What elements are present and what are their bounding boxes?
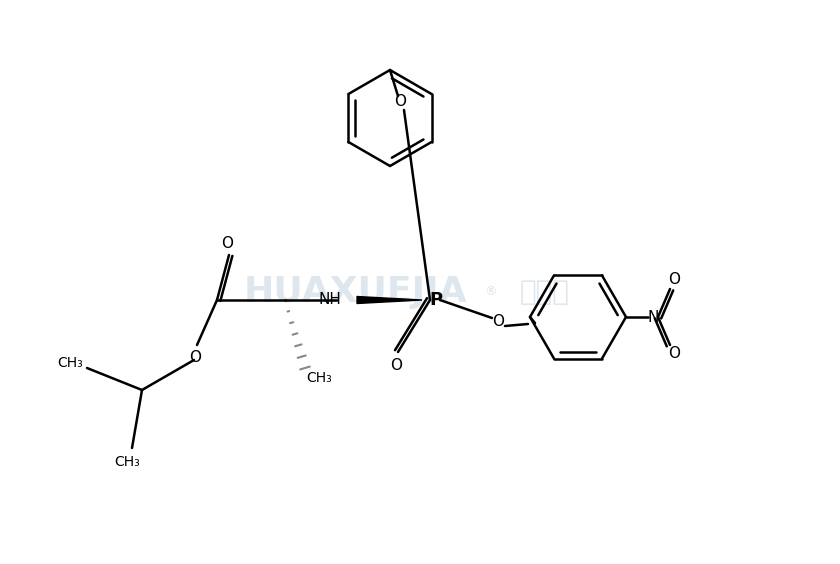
Text: O: O xyxy=(189,350,201,365)
Text: 化学加: 化学加 xyxy=(520,278,570,306)
Polygon shape xyxy=(357,297,422,303)
Text: NH: NH xyxy=(318,292,341,306)
Text: CH₃: CH₃ xyxy=(306,371,332,385)
Text: CH₃: CH₃ xyxy=(114,455,140,469)
Text: O: O xyxy=(492,315,504,329)
Text: CH₃: CH₃ xyxy=(57,356,83,370)
Text: O: O xyxy=(668,346,680,362)
Text: N: N xyxy=(648,310,659,324)
Text: O: O xyxy=(221,236,233,250)
Text: ®: ® xyxy=(484,285,496,298)
Text: HUAXUEJIA: HUAXUEJIA xyxy=(244,275,467,309)
Text: O: O xyxy=(394,95,406,109)
Text: O: O xyxy=(668,272,680,288)
Text: P: P xyxy=(429,291,443,309)
Text: O: O xyxy=(390,358,402,372)
